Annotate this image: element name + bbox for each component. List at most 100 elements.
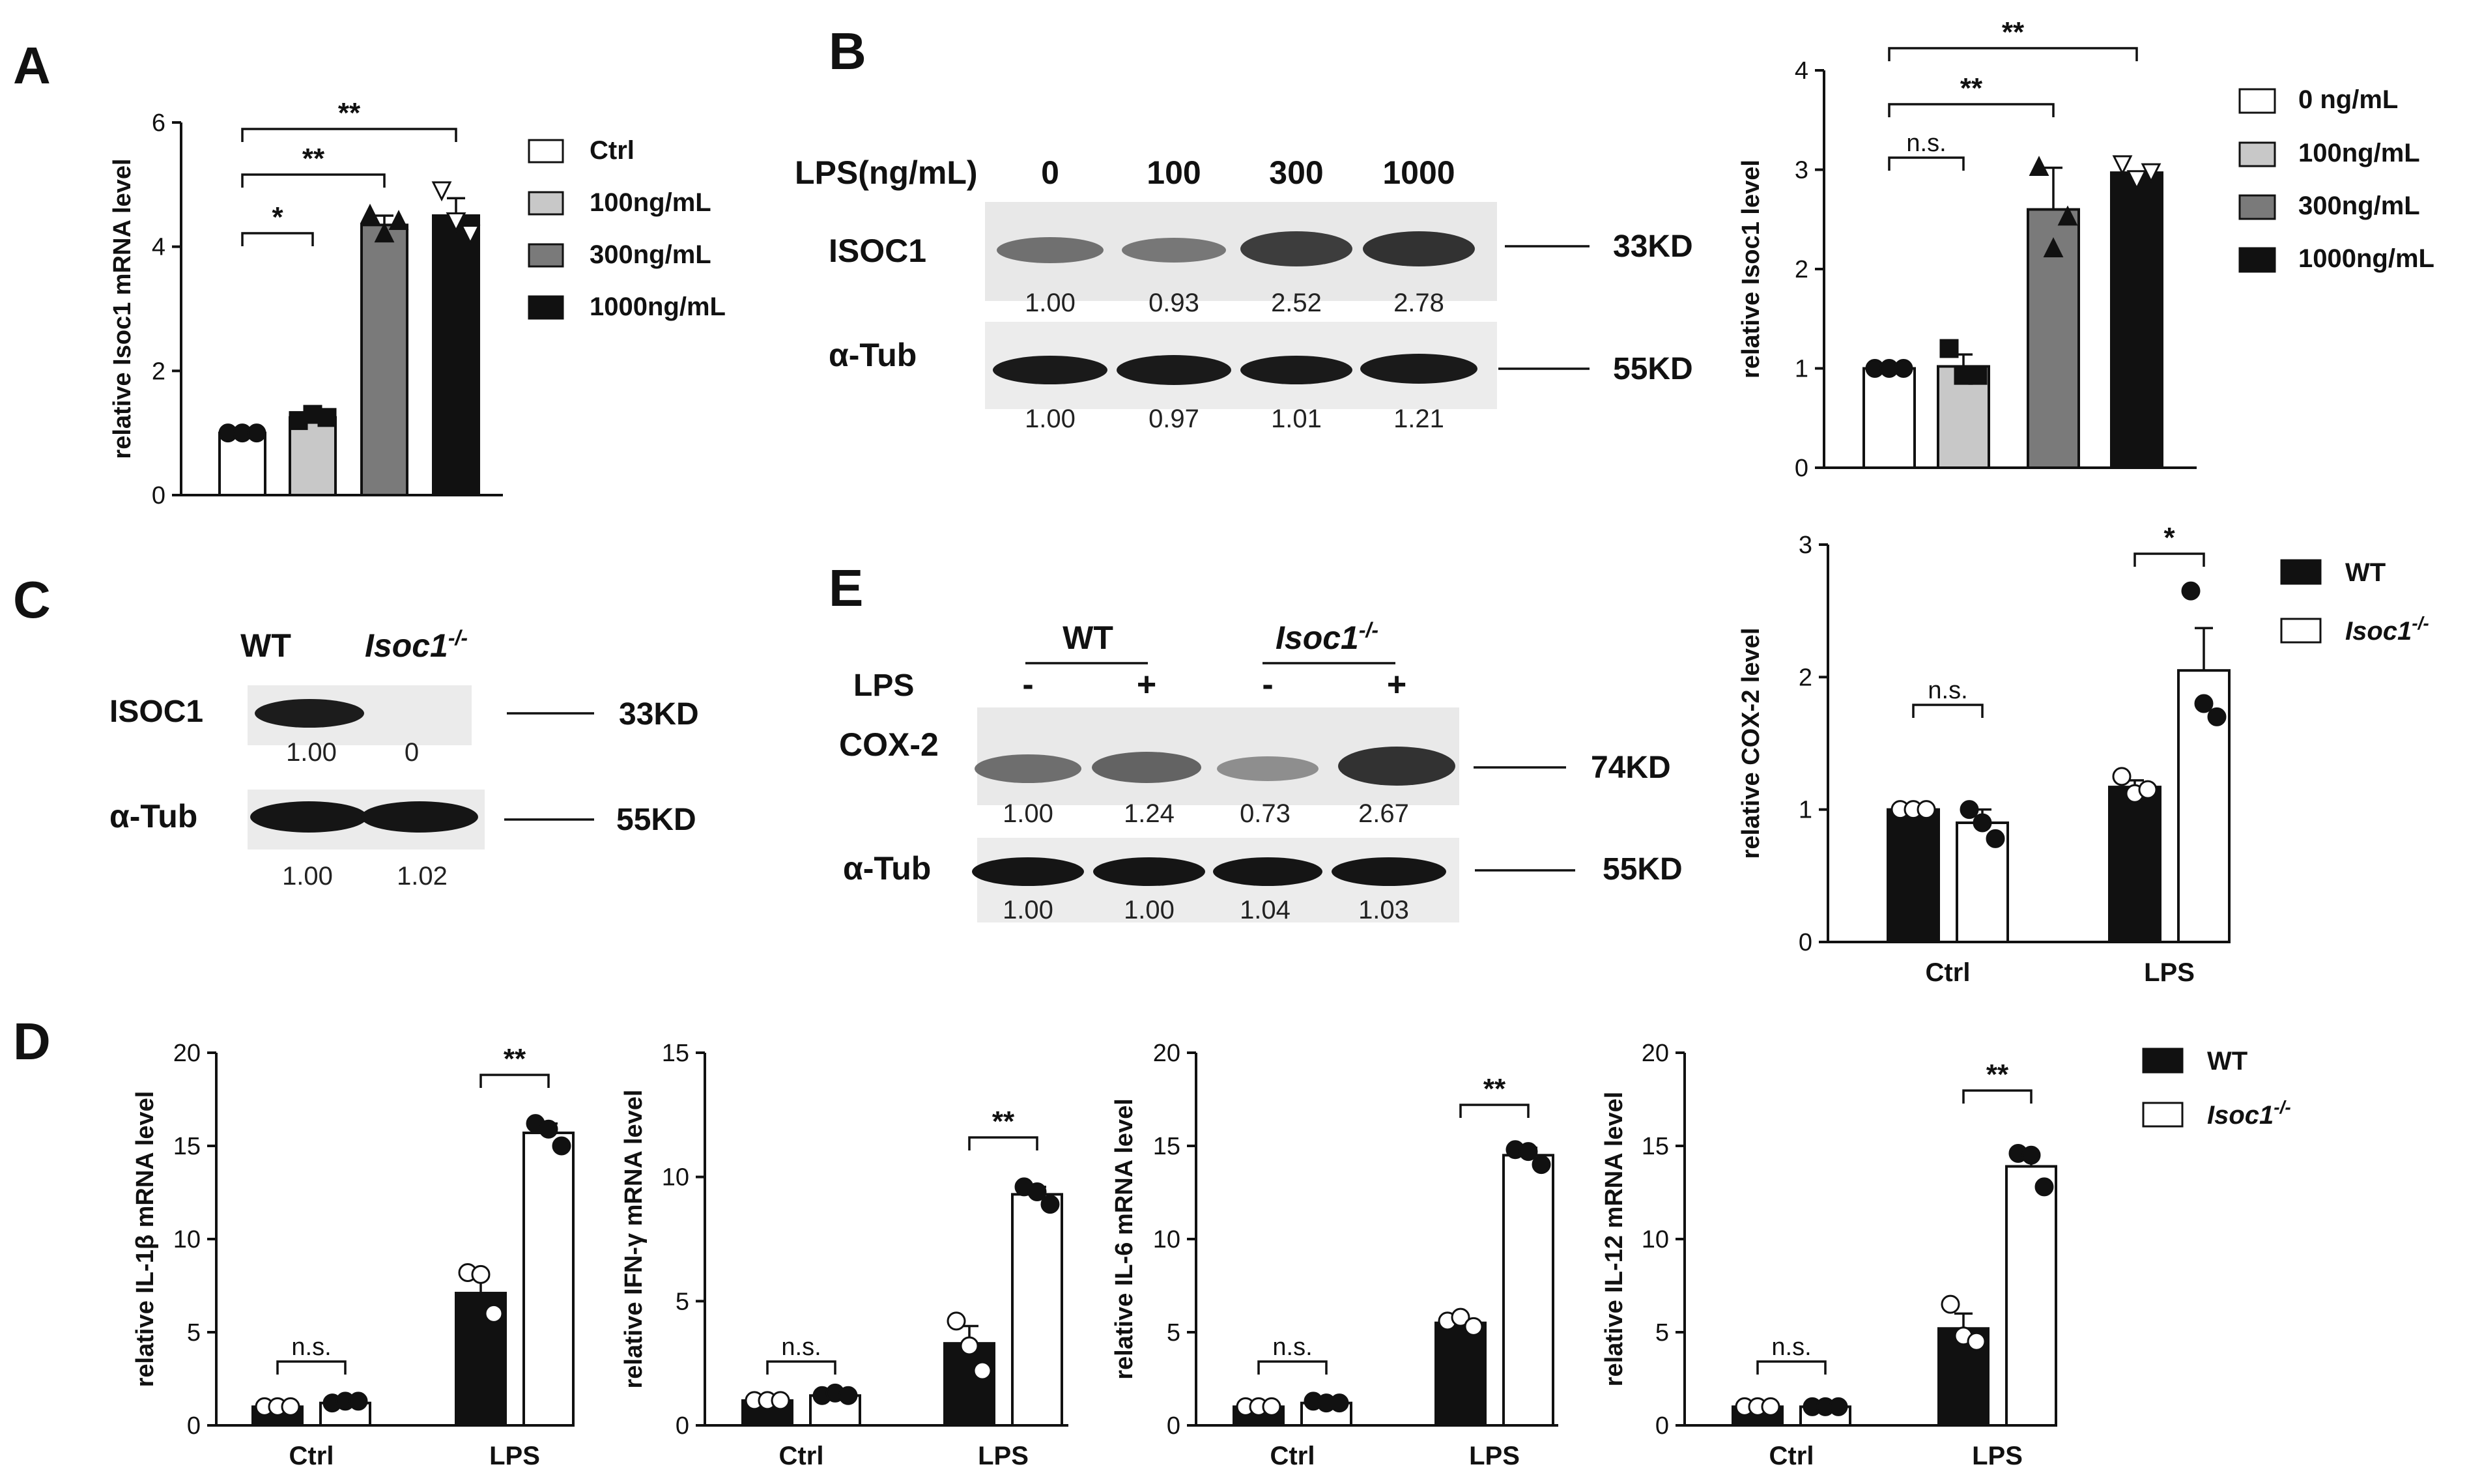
blot-e-band (1093, 857, 1205, 886)
significance-label: ** (504, 1043, 526, 1075)
bar (943, 1342, 995, 1427)
y-tick-label: 3 (1799, 532, 1812, 559)
blot-b-band (1363, 231, 1475, 266)
legend-e-label-wt: WT (2345, 558, 2386, 587)
legend-e: WT Isoc1-/- (2280, 558, 2429, 646)
significance-bracket (1257, 1360, 1328, 1375)
significance-bracket (1912, 704, 1984, 718)
y-tick-label: 20 (173, 1040, 201, 1067)
legend-b-label-1: 100ng/mL (2298, 139, 2420, 167)
y-tick-label: 0 (152, 482, 165, 509)
legend-e-swatch-ko (2280, 618, 2322, 644)
data-point (1027, 1182, 1047, 1202)
significance-label: n.s. (781, 1334, 821, 1361)
data-point (247, 423, 266, 443)
legend-a-label-2: 300ng/mL (590, 240, 711, 269)
blot-b-band (993, 356, 1107, 384)
blot-e-lps: - (1262, 666, 1273, 704)
legend-b-swatch-3 (2238, 247, 2276, 273)
blot-c: WT Isoc1-/- ISOC1 33KD 1.00 0 α-Tub 55KD… (109, 626, 699, 891)
blot-c-value: 1.02 (397, 862, 448, 891)
blot-b-band (997, 237, 1104, 263)
y-tick-label: 5 (676, 1288, 689, 1315)
bar (1887, 808, 1940, 943)
significance-bracket (1756, 1360, 1827, 1375)
significance-bracket (2133, 552, 2205, 567)
panel-letter-e: E (829, 559, 863, 617)
data-point (1040, 1195, 1060, 1214)
y-axis-label: relative IFN-γ mRNA level (620, 1090, 648, 1389)
blot-b-value: 1.21 (1393, 405, 1444, 433)
data-point (1939, 339, 1959, 358)
blot-e-kd-0: 74KD (1591, 750, 1671, 785)
blot-e-group-1: Isoc1-/- (1276, 618, 1378, 656)
legend-d-swatch-ko (2142, 1102, 2184, 1128)
blot-b-band (1360, 354, 1477, 384)
y-tick-label: 0 (1799, 929, 1812, 956)
data-point (317, 408, 337, 427)
panel-letter-c: C (13, 571, 51, 629)
y-tick-label: 15 (173, 1133, 201, 1160)
x-tick-label: LPS (978, 1442, 1029, 1470)
blot-e-value: 1.04 (1240, 896, 1291, 924)
y-tick-label: 5 (187, 1319, 201, 1347)
data-point (374, 222, 395, 243)
data-point (1451, 1307, 1470, 1327)
data-point (360, 203, 380, 224)
blot-e-band (1338, 747, 1455, 786)
blot-b-band (1117, 355, 1231, 385)
data-point (388, 210, 409, 231)
blot-e-value: 1.00 (1003, 896, 1053, 924)
blot-b-lane-1: 100 (1147, 154, 1201, 191)
data-point (349, 1391, 368, 1411)
bar (1502, 1154, 1554, 1427)
y-tick-label: 10 (1642, 1226, 1669, 1253)
data-point (1986, 829, 2005, 848)
data-point (281, 1397, 300, 1416)
y-tick-label: 10 (662, 1164, 689, 1191)
data-point (1968, 365, 1988, 385)
blot-e-band (1217, 756, 1319, 781)
blot-b-value: 1.00 (1025, 405, 1076, 433)
significance-label: ** (1960, 72, 1983, 104)
legend-b: 0 ng/mL 100ng/mL 300ng/mL 1000ng/mL (2238, 85, 2434, 273)
significance-label: n.s. (1928, 677, 1967, 704)
blot-e-value: 1.24 (1124, 799, 1175, 828)
y-tick-label: 5 (1655, 1319, 1669, 1347)
legend-d-label-ko: Isoc1-/- (2207, 1097, 2291, 1130)
blot-b-kd-0: 33KD (1613, 229, 1693, 264)
y-tick-label: 4 (152, 234, 165, 261)
blot-e-row-label-0: COX-2 (839, 726, 939, 763)
blot-b-band (1122, 238, 1226, 263)
data-point (947, 1311, 966, 1331)
blot-b-lane-3: 1000 (1382, 154, 1455, 191)
data-point (1960, 800, 1979, 820)
y-tick-label: 0 (1167, 1412, 1180, 1440)
data-point (2207, 707, 2227, 726)
y-tick-label: 3 (1795, 157, 1808, 184)
blot-b-value: 2.52 (1271, 289, 1322, 317)
y-axis-label: relative IL-1β mRNA level (132, 1091, 159, 1388)
blot-b-band (1240, 356, 1352, 384)
data-point (2126, 170, 2147, 191)
chart-b: 0 1 2 3 4 relative Isoc1 level n.s. ** ** (1737, 16, 2197, 482)
significance-label: ** (1483, 1073, 1506, 1105)
y-tick-label: 15 (1153, 1133, 1180, 1160)
y-tick-label: 15 (1642, 1133, 1669, 1160)
y-tick-label: 0 (676, 1412, 689, 1440)
data-point (960, 1336, 979, 1356)
legend-b-swatch-1 (2238, 141, 2276, 167)
data-point (2034, 1177, 2054, 1197)
x-tick-label: Ctrl (1769, 1442, 1814, 1470)
data-point (2112, 767, 2132, 786)
chart-d-ifng: 0 5 10 15 relative IFN-γ mRNA level Ctrl n.s. L… (620, 1040, 1068, 1470)
y-tick-label: 1 (1795, 356, 1808, 383)
bar (432, 214, 480, 496)
legend-a: Ctrl 100ng/mL 300ng/mL 1000ng/mL (528, 136, 726, 321)
blot-b-value: 2.78 (1393, 289, 1444, 317)
bar (522, 1131, 575, 1427)
x-tick-label: Ctrl (1270, 1442, 1315, 1470)
blot-b-value: 1.00 (1025, 289, 1076, 317)
data-point (1761, 1397, 1780, 1416)
